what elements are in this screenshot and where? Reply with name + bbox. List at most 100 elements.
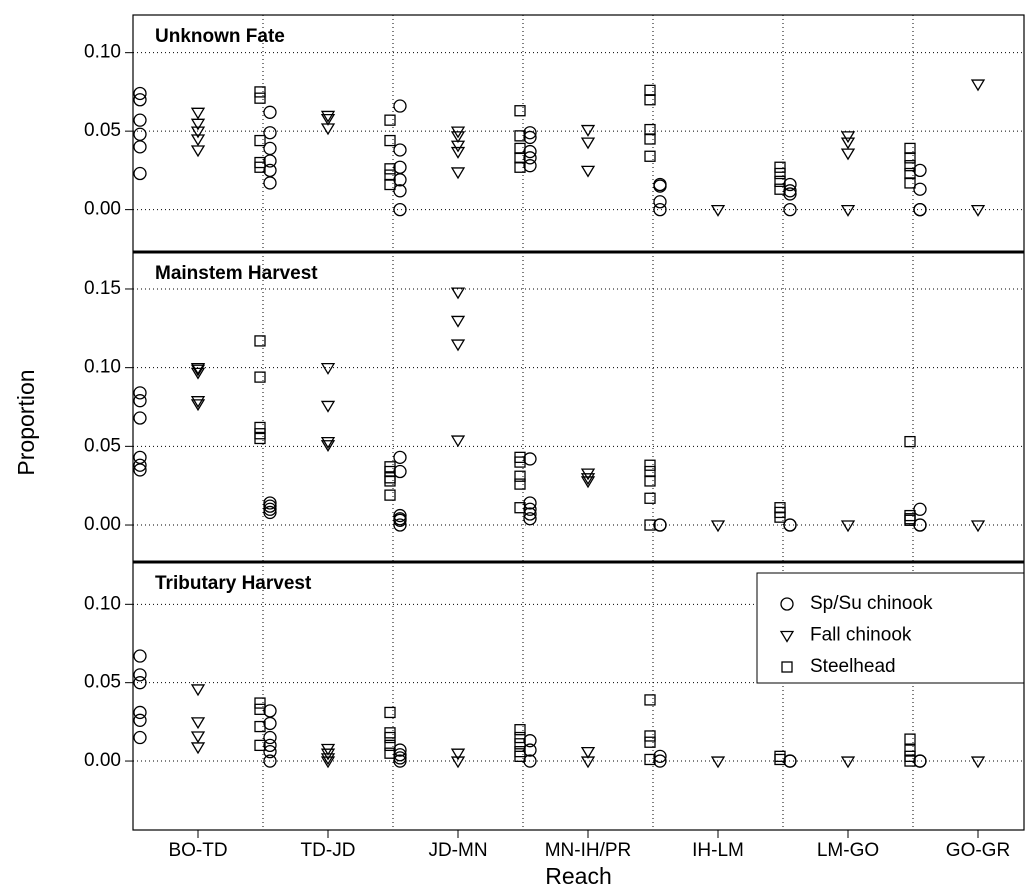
point <box>523 130 537 145</box>
x-tick-label: IH-LM <box>692 840 744 861</box>
point <box>523 734 537 748</box>
point <box>840 520 856 533</box>
point <box>644 133 656 145</box>
point <box>774 167 786 180</box>
point <box>254 371 266 383</box>
point <box>384 706 396 719</box>
point <box>190 118 206 131</box>
point <box>384 472 396 484</box>
point <box>523 126 537 140</box>
point <box>913 163 927 178</box>
point <box>393 99 407 113</box>
point <box>774 753 786 766</box>
point <box>653 179 667 193</box>
point <box>904 160 916 172</box>
point <box>774 175 786 188</box>
point <box>710 520 726 533</box>
point <box>393 508 407 523</box>
point <box>263 496 277 510</box>
point <box>133 127 147 141</box>
point <box>133 394 147 408</box>
point <box>523 151 537 165</box>
point <box>190 145 206 158</box>
point <box>523 502 537 516</box>
point <box>970 520 986 533</box>
legend-label: Sp/Su chinook <box>810 593 933 614</box>
point <box>263 730 277 745</box>
point <box>384 134 396 147</box>
point <box>133 705 147 720</box>
point <box>133 86 147 101</box>
point <box>190 399 206 412</box>
point <box>904 733 916 745</box>
point <box>190 126 206 139</box>
plot-area <box>133 15 1024 830</box>
point <box>779 630 795 643</box>
point <box>450 140 466 153</box>
point <box>254 161 266 173</box>
point <box>514 456 526 468</box>
point <box>263 141 277 156</box>
point <box>450 756 466 769</box>
point <box>393 518 407 532</box>
point <box>450 315 466 328</box>
point <box>133 411 147 425</box>
point <box>523 144 537 159</box>
point <box>384 475 396 487</box>
point <box>514 750 526 762</box>
x-tick-label: GO-GR <box>946 840 1010 861</box>
y-tick-label: 0.15 <box>84 278 121 299</box>
point <box>450 435 466 448</box>
point <box>840 204 856 217</box>
point <box>970 756 986 769</box>
x-tick-label: LM-GO <box>817 840 879 861</box>
point <box>450 131 466 144</box>
point <box>133 676 147 690</box>
point <box>320 436 336 449</box>
point <box>514 161 526 173</box>
point <box>781 661 793 673</box>
point <box>254 720 266 733</box>
point <box>783 202 797 217</box>
point <box>393 184 407 198</box>
point <box>254 703 266 715</box>
point <box>514 130 526 142</box>
point <box>320 110 336 123</box>
point <box>263 154 277 168</box>
point <box>254 421 266 434</box>
legend-label: Fall chinook <box>810 625 912 646</box>
y-tick-label: 0.00 <box>84 750 121 771</box>
y-tick-label: 0.00 <box>84 514 121 535</box>
point <box>263 176 277 190</box>
point <box>913 502 927 516</box>
point <box>580 165 596 178</box>
point <box>133 730 147 745</box>
point <box>190 364 206 377</box>
point <box>263 754 277 768</box>
point <box>133 463 147 477</box>
x-tick-label: BO-TD <box>168 840 227 861</box>
point <box>514 105 526 117</box>
point <box>133 140 147 154</box>
point <box>263 704 277 718</box>
point <box>263 716 277 731</box>
point <box>580 473 596 486</box>
point <box>644 84 656 96</box>
point <box>384 489 396 501</box>
point <box>653 754 667 768</box>
point <box>653 202 667 217</box>
point <box>263 744 277 759</box>
point <box>254 92 266 104</box>
point <box>644 753 656 766</box>
point <box>514 724 526 736</box>
point <box>644 730 656 742</box>
point <box>133 713 147 727</box>
point <box>523 507 537 521</box>
y-tick-label: 0.05 <box>84 435 121 456</box>
point <box>133 113 147 127</box>
point <box>913 518 927 532</box>
point <box>263 738 277 753</box>
panel-title: Unknown Fate <box>155 26 285 47</box>
point <box>190 396 206 408</box>
